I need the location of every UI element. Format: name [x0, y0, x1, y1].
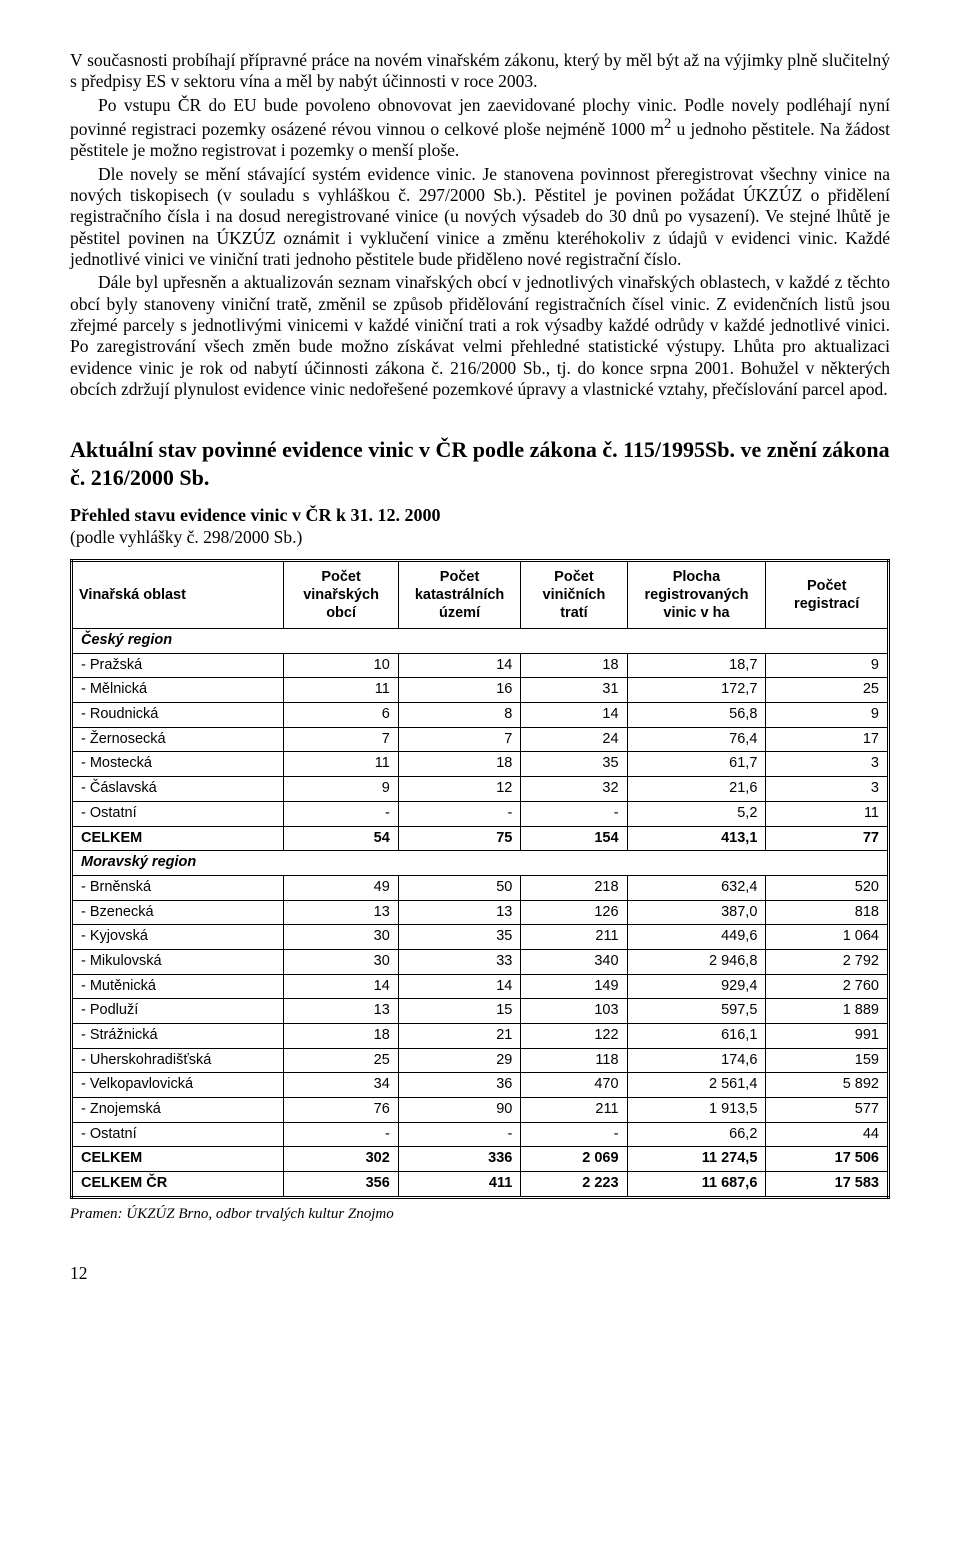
table-total-row: CELKEM5475154413,177: [72, 826, 889, 851]
table-heading: Přehled stavu evidence vinic v ČR k 31. …: [70, 505, 890, 527]
table-total-row: CELKEM ČR3564112 22311 687,617 583: [72, 1172, 889, 1198]
table-col-header: Vinařská oblast: [72, 560, 284, 628]
table-row: - Ostatní---5,211: [72, 801, 889, 826]
table-row: - Bzenecká1313126387,0818: [72, 900, 889, 925]
table-col-header: Početviničníchtratí: [521, 560, 627, 628]
body-paragraph: Po vstupu ČR do EU bude povoleno obnovov…: [70, 95, 890, 162]
table-col-header: Početregistrací: [766, 560, 889, 628]
table-row: - Velkopavlovická34364702 561,45 892: [72, 1073, 889, 1098]
body-paragraph: V současnosti probíhají přípravné práce …: [70, 50, 890, 93]
body-paragraph: Dle novely se mění stávající systém evid…: [70, 164, 890, 271]
table-row: - Mělnická111631172,725: [72, 678, 889, 703]
table-row: - Pražská10141818,79: [72, 653, 889, 678]
table-row: - Strážnická1821122616,1991: [72, 1024, 889, 1049]
table-total-row: CELKEM3023362 06911 274,517 506: [72, 1147, 889, 1172]
table-row: - Žernosecká772476,417: [72, 727, 889, 752]
table-row: - Brněnská4950218632,4520: [72, 875, 889, 900]
table-region-row: Moravský region: [72, 851, 889, 876]
table-row: - Znojemská76902111 913,5577: [72, 1098, 889, 1123]
table-row: - Roudnická681456,89: [72, 703, 889, 728]
table-col-header: Početkatastrálníchúzemí: [398, 560, 521, 628]
table-row: - Mostecká11183561,73: [72, 752, 889, 777]
section-title: Aktuální stav povinné evidence vinic v Č…: [70, 436, 890, 491]
table-region-row: Český region: [72, 629, 889, 654]
table-col-header: Početvinařskýchobcí: [284, 560, 398, 628]
table-subnote: (podle vyhlášky č. 298/2000 Sb.): [70, 527, 890, 548]
page-number: 12: [70, 1263, 890, 1284]
table-row: - Čáslavská9123221,63: [72, 777, 889, 802]
vineyard-evidence-table: Vinařská oblastPočetvinařskýchobcíPočetk…: [70, 559, 890, 1199]
table-row: - Uherskohradišťská2529118174,6159: [72, 1048, 889, 1073]
table-row: - Kyjovská3035211449,61 064: [72, 925, 889, 950]
table-row: - Podluží1315103597,51 889: [72, 999, 889, 1024]
source-note: Pramen: ÚKZÚZ Brno, odbor trvalých kultu…: [70, 1205, 890, 1223]
table-header-row: Vinařská oblastPočetvinařskýchobcíPočetk…: [72, 560, 889, 628]
table-col-header: Plocharegistrovanýchvinic v ha: [627, 560, 766, 628]
table-row: - Mikulovská30333402 946,82 792: [72, 949, 889, 974]
table-row: - Ostatní---66,244: [72, 1122, 889, 1147]
body-paragraph: Dále byl upřesněn a aktualizován seznam …: [70, 272, 890, 400]
table-row: - Mutěnická1414149929,42 760: [72, 974, 889, 999]
